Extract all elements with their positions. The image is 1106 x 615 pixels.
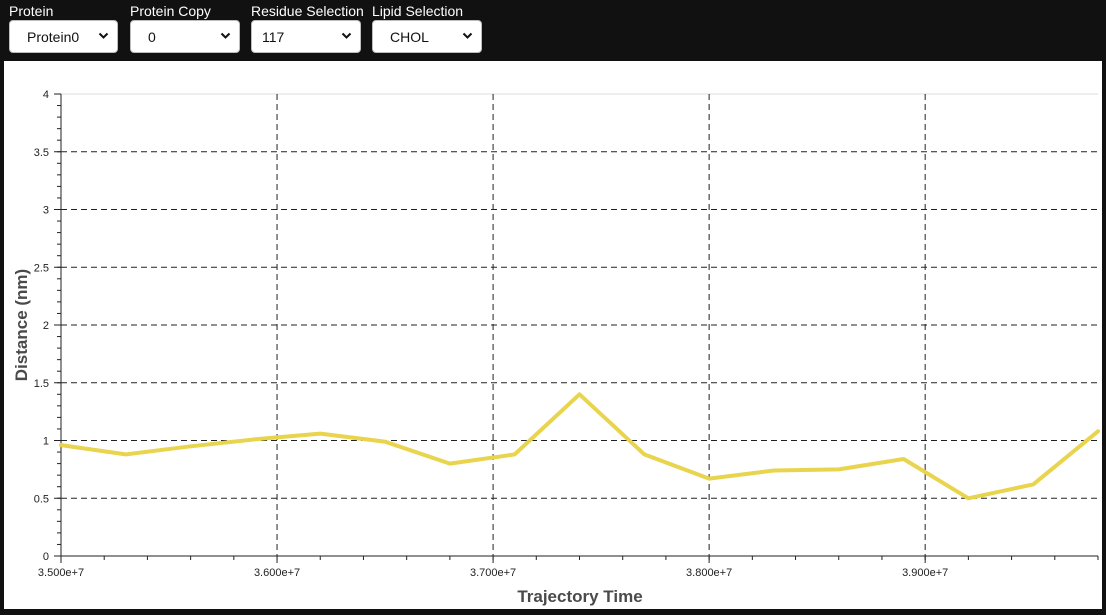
y-tick-label: 4: [43, 89, 49, 101]
chevron-down-icon: [341, 32, 352, 39]
x-tick-label: 3.900e+7: [902, 567, 948, 579]
y-tick-label: 1.5: [34, 378, 49, 390]
x-tick-label: 3.500e+7: [38, 567, 84, 579]
x-tick-label: 3.800e+7: [686, 567, 732, 579]
y-tick-label: 3: [43, 205, 49, 217]
plot-panel: 0 0.5 1 1.5 2 2.5 3 3.5 4 3.500e+7 3.600e+7 3.700e+…: [4, 61, 1102, 609]
axis-ticks: 0 0.5 1 1.5 2 2.5 3 3.5 4 3.500e+7 3.600e+7 3.700e+…: [34, 89, 1099, 579]
protein-copy-label: Protein Copy: [130, 3, 211, 19]
chevron-down-icon: [220, 32, 231, 39]
protein-select-value: Protein0: [27, 29, 80, 45]
y-tick-label: 0.5: [34, 493, 49, 505]
grid-lines: [61, 93, 1098, 556]
chevron-down-icon: [98, 32, 109, 39]
residue-selection-label: Residue Selection: [251, 3, 364, 19]
controls-bar: Protein Protein0 Protein Copy 0 Residue …: [0, 0, 1106, 61]
series-line: [59, 392, 1100, 501]
protein-copy-select[interactable]: 0: [130, 20, 240, 53]
series-group: [59, 392, 1100, 501]
residue-selection-control: Residue Selection: [251, 3, 364, 19]
y-axis-label: Distance (nm): [12, 269, 31, 381]
protein-copy-control: Protein Copy: [130, 3, 211, 19]
x-tick-label: 3.700e+7: [470, 567, 516, 579]
x-axis-label: Trajectory Time: [517, 587, 642, 606]
protein-label: Protein: [9, 3, 54, 19]
residue-selection-select[interactable]: 117: [251, 20, 361, 53]
residue-selection-select-value: 117: [262, 29, 285, 45]
y-tick-label: 1: [43, 436, 49, 448]
lipid-selection-select[interactable]: CHOL: [372, 20, 482, 53]
lipid-selection-control: Lipid Selection: [372, 3, 463, 19]
x-tick-label: 3.600e+7: [254, 567, 300, 579]
y-tick-label: 2.5: [34, 262, 49, 274]
distance-line-chart: 0 0.5 1 1.5 2 2.5 3 3.5 4 3.500e+7 3.600e+7 3.700e+…: [12, 89, 1100, 606]
y-tick-label: 3.5: [34, 147, 49, 159]
y-tick-label: 0: [43, 551, 49, 563]
lipid-selection-label: Lipid Selection: [372, 3, 464, 19]
lipid-selection-select-value: CHOL: [390, 29, 429, 45]
protein-select[interactable]: Protein0: [9, 20, 118, 53]
protein-control: Protein: [9, 3, 53, 19]
chevron-down-icon: [462, 32, 473, 39]
protein-copy-select-value: 0: [148, 29, 156, 45]
y-tick-label: 2: [43, 320, 49, 332]
